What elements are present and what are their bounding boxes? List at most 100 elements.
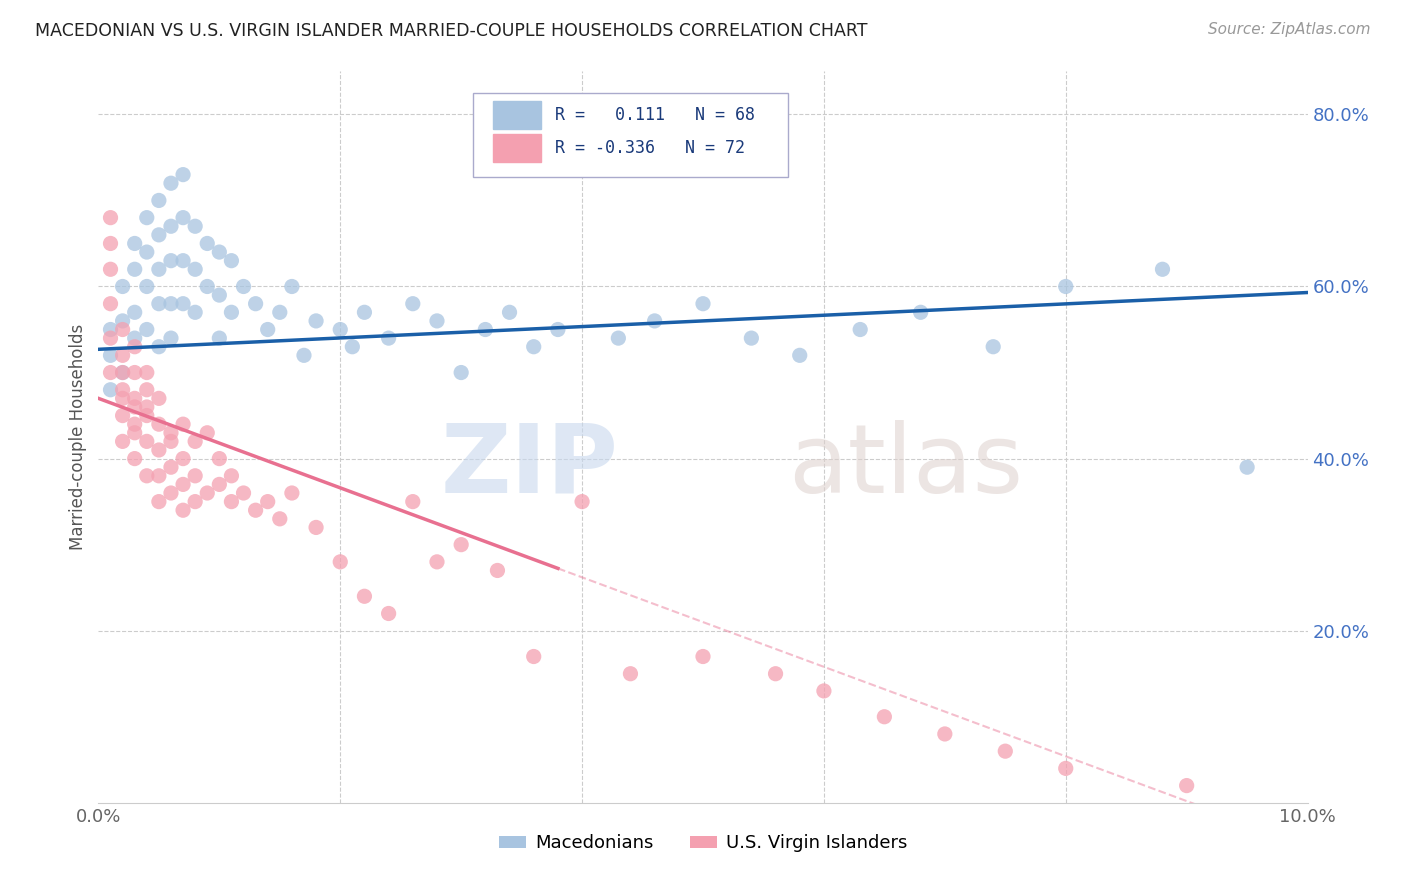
Point [789, 348, 811, 362]
Point [148, 262, 170, 277]
Point [305, 314, 328, 328]
Point [474, 322, 496, 336]
Point [981, 340, 1004, 354]
Y-axis label: Married-couple Households: Married-couple Households [69, 324, 87, 550]
Point [148, 227, 170, 242]
Point [135, 409, 157, 423]
Point [498, 305, 520, 319]
Point [100, 366, 122, 380]
Point [100, 296, 122, 310]
Point [994, 744, 1017, 758]
Legend: Macedonians, U.S. Virgin Islanders: Macedonians, U.S. Virgin Islanders [492, 827, 914, 860]
Point [124, 331, 146, 345]
Point [329, 555, 352, 569]
Point [849, 322, 872, 336]
Point [148, 468, 170, 483]
Text: R =   0.111   N = 68: R = 0.111 N = 68 [555, 106, 755, 124]
Point [232, 279, 254, 293]
Point [402, 494, 425, 508]
Point [148, 442, 170, 457]
Point [208, 288, 231, 302]
Point [353, 589, 375, 603]
Point [148, 494, 170, 508]
Point [100, 331, 122, 345]
Point [100, 236, 122, 251]
Point [269, 305, 291, 319]
Point [910, 305, 932, 319]
Point [111, 383, 134, 397]
Point [232, 486, 254, 500]
Point [135, 434, 157, 449]
Point [221, 305, 243, 319]
Point [172, 253, 194, 268]
FancyBboxPatch shape [492, 102, 541, 129]
Point [135, 322, 157, 336]
Point [100, 211, 122, 225]
Point [111, 392, 134, 406]
Point [184, 434, 207, 449]
Point [184, 262, 207, 277]
Point [195, 425, 218, 440]
Point [245, 503, 267, 517]
Text: Source: ZipAtlas.com: Source: ZipAtlas.com [1208, 22, 1371, 37]
Point [208, 331, 231, 345]
Point [124, 400, 146, 414]
Point [148, 417, 170, 432]
Point [486, 564, 509, 578]
Point [124, 262, 146, 277]
Point [221, 468, 243, 483]
Point [111, 314, 134, 328]
Point [450, 366, 472, 380]
Text: MACEDONIAN VS U.S. VIRGIN ISLANDER MARRIED-COUPLE HOUSEHOLDS CORRELATION CHART: MACEDONIAN VS U.S. VIRGIN ISLANDER MARRI… [35, 22, 868, 40]
Point [547, 322, 569, 336]
Point [377, 331, 399, 345]
Point [1236, 460, 1258, 475]
Point [256, 494, 278, 508]
Point [124, 425, 146, 440]
Point [148, 340, 170, 354]
Point [160, 296, 183, 310]
Point [208, 451, 231, 466]
Point [124, 451, 146, 466]
Point [873, 710, 896, 724]
Point [281, 486, 304, 500]
Point [100, 262, 122, 277]
Point [256, 322, 278, 336]
Point [329, 322, 352, 336]
Point [135, 245, 157, 260]
Point [184, 305, 207, 319]
Point [124, 236, 146, 251]
Point [305, 520, 328, 534]
Point [571, 494, 593, 508]
Point [172, 211, 194, 225]
Point [172, 296, 194, 310]
Point [1152, 262, 1174, 277]
Point [184, 219, 207, 234]
Point [692, 649, 714, 664]
Point [148, 392, 170, 406]
Point [523, 340, 546, 354]
Point [148, 296, 170, 310]
Point [644, 314, 666, 328]
Point [160, 434, 183, 449]
Point [135, 211, 157, 225]
Text: R = -0.336   N = 72: R = -0.336 N = 72 [555, 139, 745, 157]
Point [172, 477, 194, 491]
Point [111, 348, 134, 362]
Point [740, 331, 762, 345]
Point [160, 425, 183, 440]
Point [450, 538, 472, 552]
Point [245, 296, 267, 310]
Point [100, 348, 122, 362]
Point [377, 607, 399, 621]
Point [124, 366, 146, 380]
Point [292, 348, 315, 362]
Point [184, 494, 207, 508]
Point [172, 451, 194, 466]
Point [765, 666, 787, 681]
Point [426, 555, 449, 569]
Text: ZIP: ZIP [440, 420, 619, 513]
Point [148, 194, 170, 208]
Point [111, 434, 134, 449]
Point [160, 331, 183, 345]
